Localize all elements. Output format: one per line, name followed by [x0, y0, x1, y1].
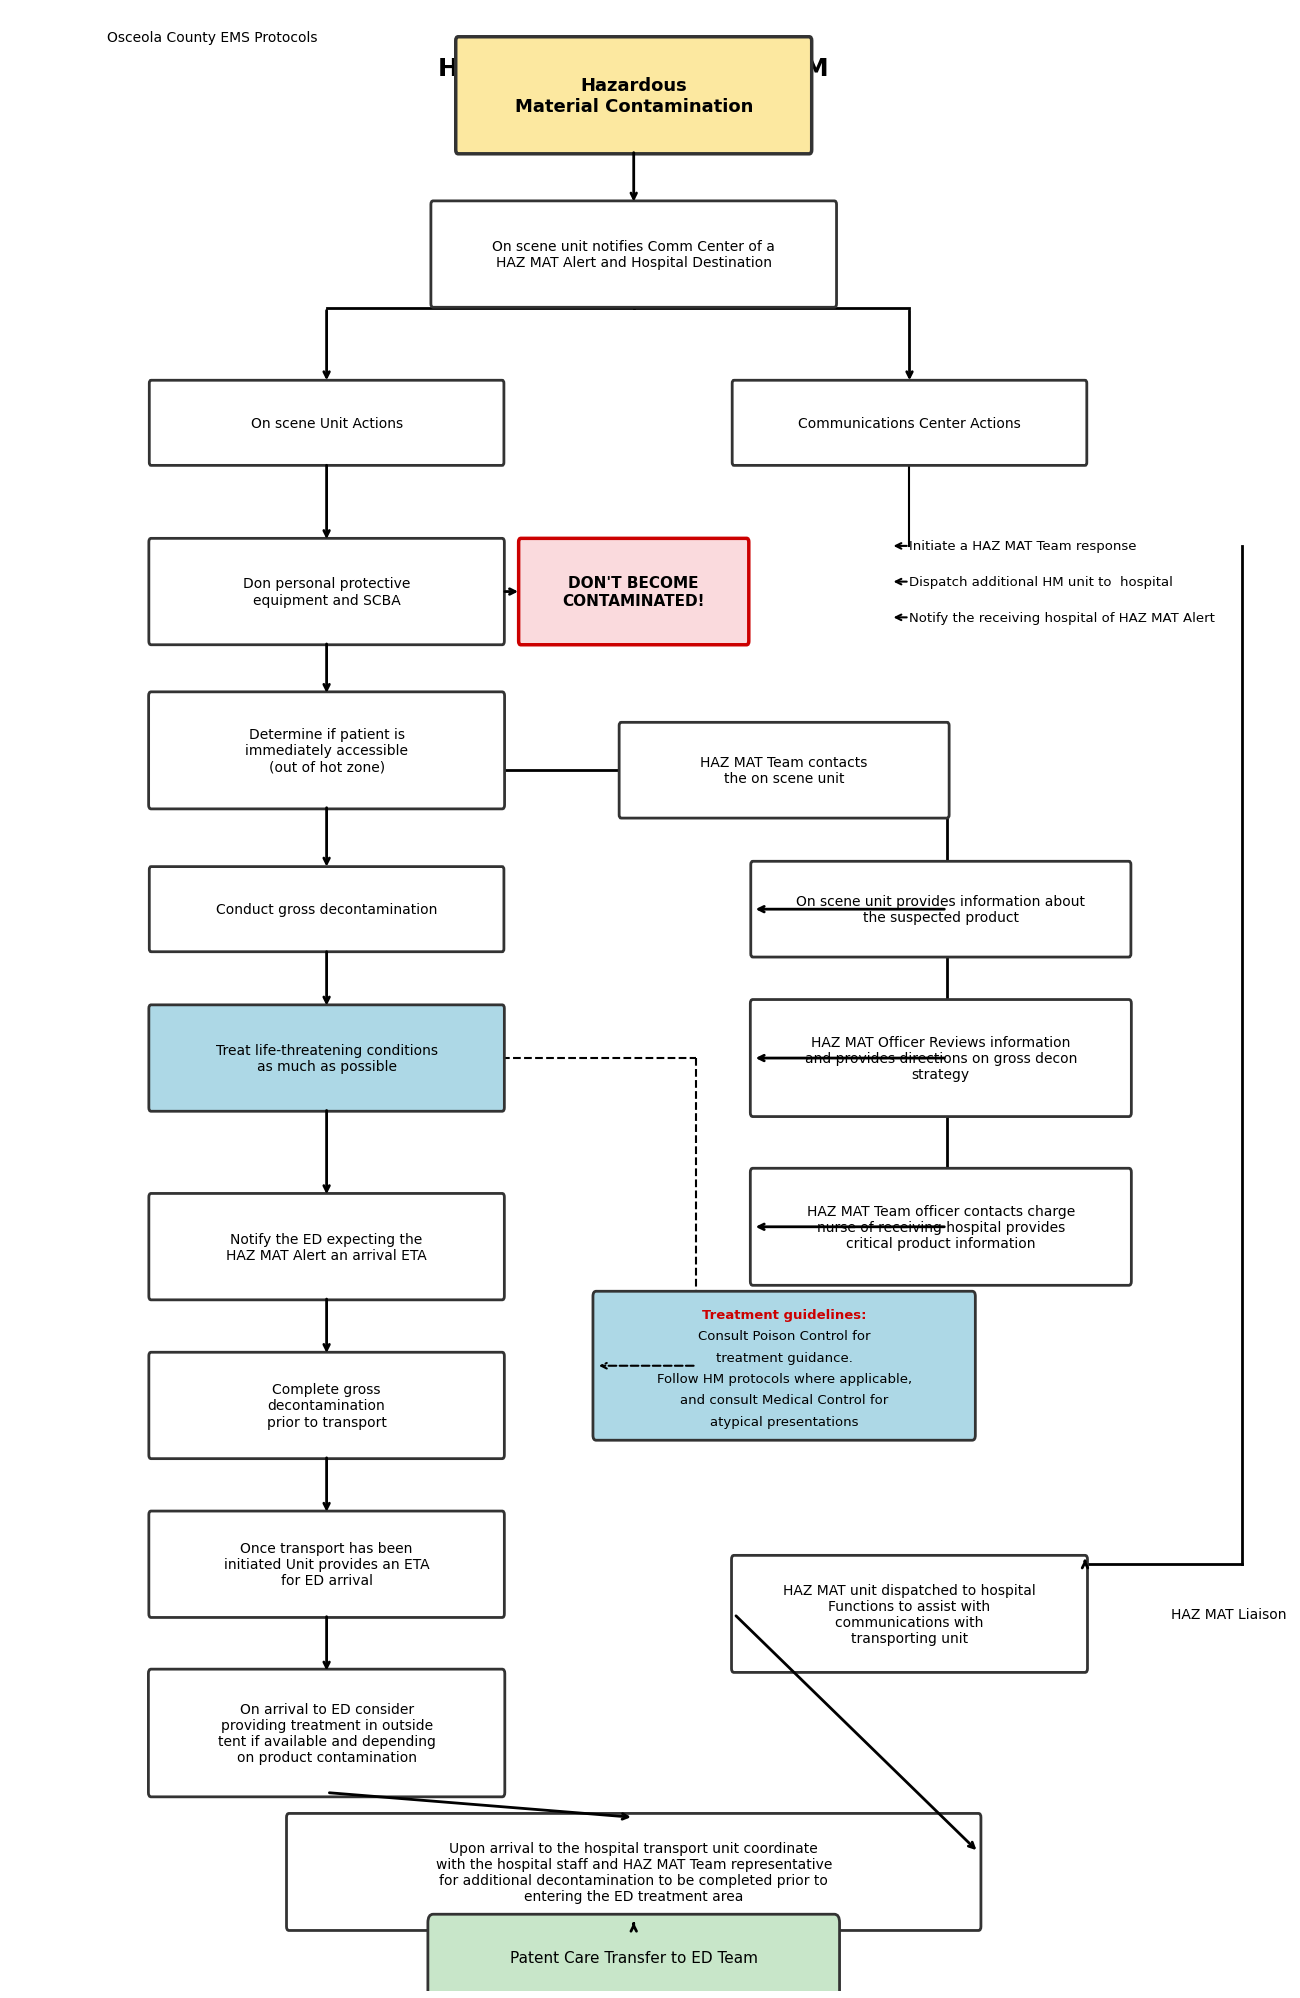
FancyBboxPatch shape [430, 202, 836, 308]
Text: Notify the receiving hospital of HAZ MAT Alert: Notify the receiving hospital of HAZ MAT… [910, 611, 1216, 625]
Text: Osceola County EMS Protocols: Osceola County EMS Protocols [107, 30, 317, 44]
Text: Complete gross
decontamination
prior to transport: Complete gross decontamination prior to … [266, 1383, 386, 1429]
Text: Patent Care Transfer to ED Team: Patent Care Transfer to ED Team [510, 1950, 758, 1964]
Text: Determine if patient is
immediately accessible
(out of hot zone): Determine if patient is immediately acce… [246, 727, 408, 773]
Text: HAZMAT ALERT ALGORITHM: HAZMAT ALERT ALGORITHM [438, 56, 829, 80]
FancyBboxPatch shape [732, 1556, 1088, 1672]
Text: Don personal protective
equipment and SCBA: Don personal protective equipment and SC… [243, 577, 411, 607]
Text: Communications Center Actions: Communications Center Actions [798, 418, 1020, 432]
Text: Upon arrival to the hospital transport unit coordinate
with the hospital staff a: Upon arrival to the hospital transport u… [436, 1840, 832, 1904]
Text: HAZ MAT Team contacts
the on scene unit: HAZ MAT Team contacts the on scene unit [701, 755, 868, 785]
FancyBboxPatch shape [148, 693, 504, 809]
FancyBboxPatch shape [148, 1005, 504, 1111]
Text: Initiate a HAZ MAT Team response: Initiate a HAZ MAT Team response [910, 539, 1138, 553]
FancyBboxPatch shape [150, 867, 504, 953]
FancyBboxPatch shape [148, 539, 504, 645]
FancyBboxPatch shape [750, 1001, 1131, 1117]
FancyBboxPatch shape [286, 1814, 982, 1930]
Text: Treatment guidelines:: Treatment guidelines: [702, 1309, 866, 1321]
Text: Consult Poison Control for: Consult Poison Control for [698, 1329, 871, 1343]
FancyBboxPatch shape [150, 382, 504, 466]
Text: DON'T BECOME
CONTAMINATED!: DON'T BECOME CONTAMINATED! [563, 575, 705, 609]
Text: HAZ MAT unit dispatched to hospital
Functions to assist with
communications with: HAZ MAT unit dispatched to hospital Func… [783, 1582, 1036, 1646]
Text: On scene unit notifies Comm Center of a
HAZ MAT Alert and Hospital Destination: On scene unit notifies Comm Center of a … [493, 240, 775, 270]
Text: and consult Medical Control for: and consult Medical Control for [680, 1395, 888, 1407]
FancyBboxPatch shape [732, 382, 1087, 466]
FancyBboxPatch shape [148, 1353, 504, 1459]
FancyBboxPatch shape [751, 861, 1131, 957]
Text: Follow HM protocols where applicable,: Follow HM protocols where applicable, [656, 1373, 911, 1385]
FancyBboxPatch shape [519, 539, 749, 645]
Text: HAZ MAT Liaison: HAZ MAT Liaison [1171, 1606, 1287, 1620]
FancyBboxPatch shape [619, 723, 949, 819]
Text: On arrival to ED consider
providing treatment in outside
tent if available and d: On arrival to ED consider providing trea… [217, 1702, 436, 1764]
FancyBboxPatch shape [456, 38, 811, 154]
Text: HAZ MAT Officer Reviews information
and provides directions on gross decon
strat: HAZ MAT Officer Reviews information and … [805, 1035, 1076, 1081]
Text: Dispatch additional HM unit to  hospital: Dispatch additional HM unit to hospital [910, 575, 1174, 589]
Text: atypical presentations: atypical presentations [710, 1415, 858, 1429]
FancyBboxPatch shape [750, 1169, 1131, 1285]
Text: treatment guidance.: treatment guidance. [716, 1351, 853, 1365]
FancyBboxPatch shape [148, 1510, 504, 1618]
Text: Treat life-threatening conditions
as much as possible: Treat life-threatening conditions as muc… [216, 1043, 438, 1073]
Text: On scene Unit Actions: On scene Unit Actions [251, 418, 403, 432]
FancyBboxPatch shape [428, 1914, 840, 1998]
FancyBboxPatch shape [148, 1195, 504, 1301]
Text: Notify the ED expecting the
HAZ MAT Alert an arrival ETA: Notify the ED expecting the HAZ MAT Aler… [226, 1233, 426, 1263]
Text: Conduct gross decontamination: Conduct gross decontamination [216, 903, 437, 917]
Text: HAZ MAT Team officer contacts charge
nurse of receiving hospital provides
critic: HAZ MAT Team officer contacts charge nur… [807, 1205, 1075, 1251]
Text: On scene unit provides information about
the suspected product: On scene unit provides information about… [797, 895, 1086, 925]
Text: Hazardous
Material Contamination: Hazardous Material Contamination [515, 76, 753, 116]
FancyBboxPatch shape [593, 1291, 975, 1441]
FancyBboxPatch shape [148, 1668, 504, 1796]
Text: Once transport has been
initiated Unit provides an ETA
for ED arrival: Once transport has been initiated Unit p… [224, 1540, 429, 1588]
